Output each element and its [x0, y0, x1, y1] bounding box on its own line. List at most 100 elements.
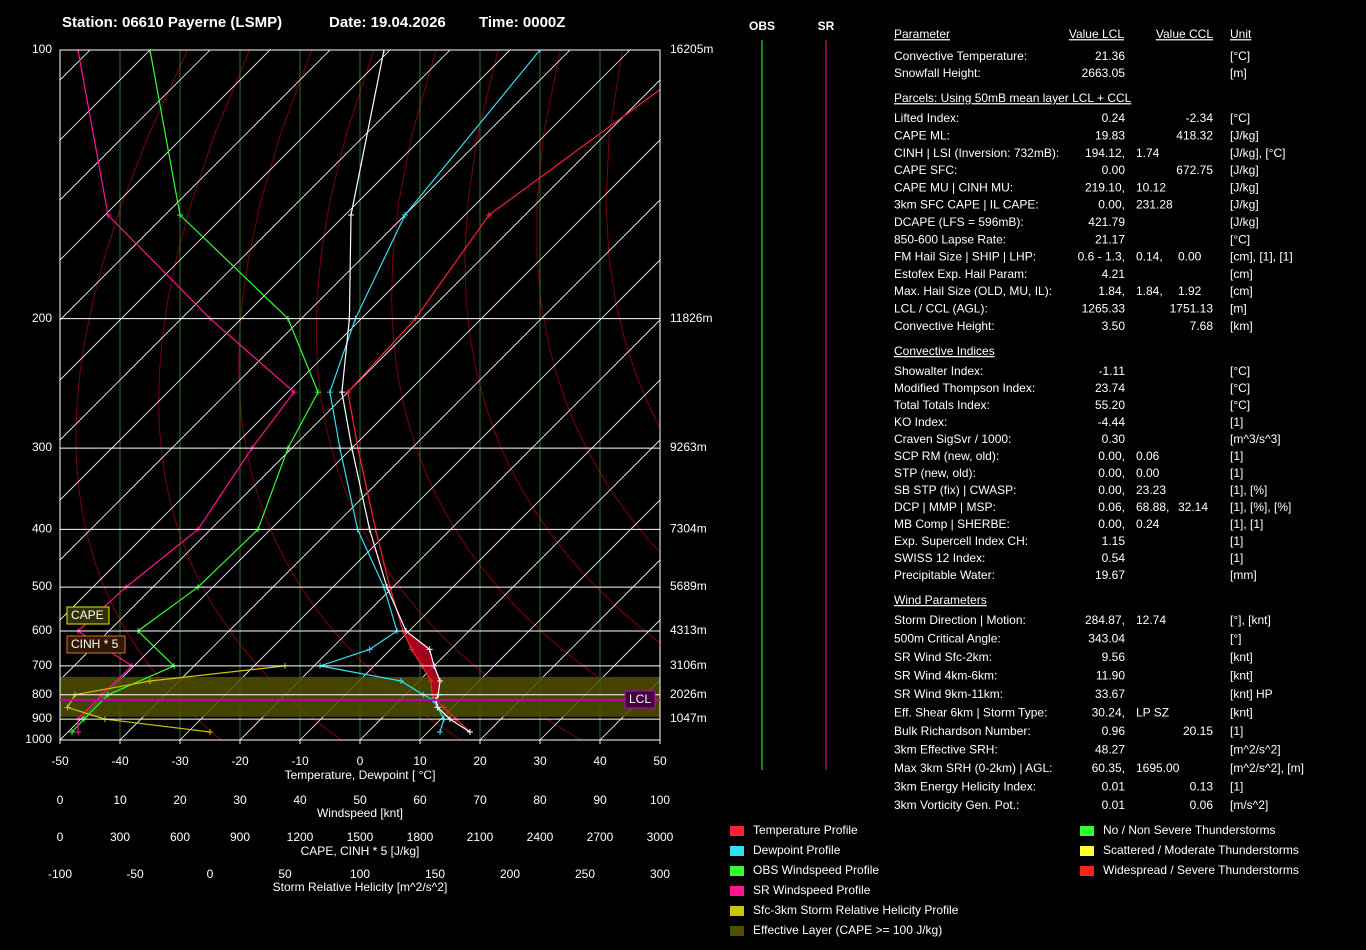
param-label: 3km Vorticity Gen. Pot.: — [894, 798, 1019, 812]
param-value: 0.06, — [1098, 500, 1125, 514]
x-tick-label: -50 — [51, 754, 69, 768]
param-value: 0.00, — [1098, 466, 1125, 480]
x4-tick-label: 0 — [207, 867, 214, 881]
param-unit: [1] — [1230, 466, 1243, 480]
param-unit: [m^2/s^2], [m] — [1230, 761, 1304, 775]
x3-axis-title: CAPE, CINH * 5 [J/kg] — [301, 844, 420, 858]
x3-tick-label: 1800 — [407, 830, 434, 844]
param-label: Snowfall Height: — [894, 66, 981, 80]
isotherm — [179, 259, 660, 740]
wind-column-title: OBS — [749, 19, 775, 33]
x2-tick-label: 30 — [233, 793, 247, 807]
pressure-tick-label: 500 — [32, 579, 52, 593]
section-title: Parcels: Using 50mB mean layer LCL + CCL — [894, 91, 1132, 105]
param-ccl-value: 672.75 — [1176, 163, 1213, 177]
param-label: Modified Thompson Index: — [894, 381, 1035, 395]
table-header: Value LCL — [1069, 27, 1124, 41]
param-unit: [m^3/s^3] — [1230, 432, 1281, 446]
legend-label: Effective Layer (CAPE >= 100 J/kg) — [753, 923, 942, 937]
param-value: 0.14, — [1136, 250, 1163, 264]
lcl-label: LCL — [629, 692, 651, 706]
param-value: 12.74 — [1136, 613, 1166, 627]
isotherm — [60, 79, 660, 681]
param-label: 850-600 Lapse Rate: — [894, 232, 1006, 246]
height-label: 11826m — [670, 311, 712, 325]
param-unit: [J/kg] — [1230, 215, 1259, 229]
cinh-box — [66, 635, 126, 654]
table-header: Unit — [1230, 27, 1252, 41]
x4-tick-label: 150 — [425, 867, 445, 881]
isotherm — [119, 199, 660, 740]
isotherm — [60, 139, 660, 740]
pressure-tick-label: 200 — [32, 311, 52, 325]
param-value: 0.24 — [1102, 111, 1126, 125]
param-label: Storm Direction | Motion: — [894, 613, 1026, 627]
param-unit: [mm] — [1230, 568, 1257, 582]
height-label: 2026m — [670, 687, 707, 701]
effective-layer — [60, 676, 660, 717]
legend-label: OBS Windspeed Profile — [753, 863, 879, 877]
param-value: 0.00 — [1136, 466, 1160, 480]
x4-tick-label: 50 — [278, 867, 292, 881]
plot-area — [60, 50, 660, 740]
param-label: Convective Temperature: — [894, 49, 1027, 63]
param-unit: [1] — [1230, 415, 1243, 429]
x-tick-label: 30 — [533, 754, 547, 768]
severity-label: No / Non Severe Thunderstorms — [1103, 823, 1276, 837]
param-value: 19.83 — [1095, 128, 1125, 142]
x3-tick-label: 0 — [57, 830, 64, 844]
param-unit: [knt] — [1230, 706, 1253, 720]
param-value: -4.44 — [1098, 415, 1126, 429]
param-unit: [1], [%] — [1230, 483, 1267, 497]
param-unit: [1], [1] — [1230, 517, 1263, 531]
param-unit: [°], [knt] — [1230, 613, 1271, 627]
param-value: 32.14 — [1178, 500, 1208, 514]
param-value: 21.36 — [1095, 49, 1125, 63]
station-title: Station: 06610 Payerne (LSMP) — [62, 14, 282, 31]
param-value: 219.10, — [1085, 180, 1125, 194]
legend-label: Sfc-3km Storm Relative Helicity Profile — [753, 903, 959, 917]
x3-tick-label: 300 — [110, 830, 130, 844]
date-title: Date: 19.04.2026 — [329, 14, 446, 31]
wind-column-title: SR — [818, 19, 835, 33]
profile-marker — [537, 50, 543, 53]
param-value: LP SZ — [1136, 706, 1169, 720]
param-ccl-value: 0.13 — [1190, 780, 1214, 794]
param-label: CAPE SFC: — [894, 163, 957, 177]
x4-tick-label: 300 — [650, 867, 670, 881]
param-unit: [1] — [1230, 534, 1243, 548]
profile-line — [66, 665, 286, 733]
x3-tick-label: 2100 — [467, 830, 494, 844]
isotherm — [60, 50, 211, 201]
height-label: 7304m — [670, 522, 707, 536]
param-label: SR Wind 9km-11km: — [894, 687, 1003, 701]
param-value: 1.15 — [1102, 534, 1126, 548]
section-title: Convective Indices — [894, 344, 995, 358]
param-unit: [cm] — [1230, 284, 1253, 298]
param-value: 2663.05 — [1082, 66, 1126, 80]
param-value: 194.12, — [1085, 146, 1125, 160]
param-label: LCL / CCL (AGL): — [894, 301, 988, 315]
param-label: 3km SFC CAPE | IL CAPE: — [894, 198, 1039, 212]
param-label: CAPE ML: — [894, 128, 950, 142]
isotherm — [60, 50, 391, 381]
dry-adiabat — [536, 50, 660, 554]
pressure-tick-label: 600 — [32, 623, 52, 637]
param-value: 0.06 — [1136, 449, 1160, 463]
x2-tick-label: 40 — [293, 793, 307, 807]
legend-swatch — [730, 926, 744, 936]
param-value: 1265.33 — [1082, 301, 1126, 315]
param-value: 0.6 - 1.3, — [1078, 250, 1125, 264]
pressure-tick-label: 1000 — [25, 732, 52, 746]
x-tick-label: -30 — [171, 754, 189, 768]
param-label: Max 3km SRH (0-2km) | AGL: — [894, 761, 1052, 775]
param-label: Max. Hail Size (OLD, MU, IL): — [894, 284, 1052, 298]
dry-adiabat — [605, 50, 660, 429]
param-value: 0.00, — [1098, 517, 1125, 531]
height-label: 1047m — [670, 711, 707, 725]
table-header: Parameter — [894, 27, 950, 41]
x-tick-label: 20 — [473, 754, 487, 768]
param-label: Eff. Shear 6km | Storm Type: — [894, 706, 1047, 720]
param-value: 55.20 — [1095, 398, 1125, 412]
